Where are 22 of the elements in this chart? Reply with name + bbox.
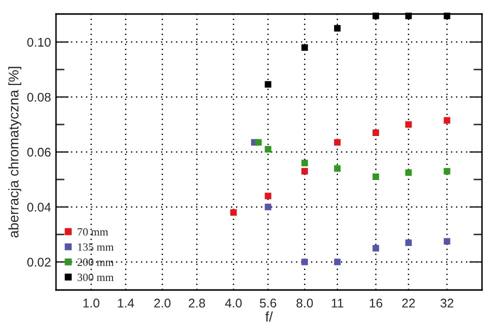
- y-tick-label: 0.10: [27, 38, 51, 47]
- legend-label: 200 mm: [78, 258, 114, 266]
- x-tick-label: 8.0: [296, 298, 313, 308]
- x-tick-label: 32: [440, 298, 454, 308]
- x-tick-label: 11: [332, 298, 344, 308]
- y-tick-label: 0.08: [27, 92, 51, 102]
- y-axis-title: aberracja chromatyczna [%]: [8, 66, 22, 238]
- y-tick-label: 0.04: [27, 202, 51, 212]
- x-tick-label: 5.6: [260, 298, 276, 308]
- x-tick-label: 2.0: [154, 298, 171, 308]
- x-tick-label: 1.0: [83, 298, 100, 308]
- x-axis-title: f/: [265, 311, 273, 322]
- x-tick-label: 1.4: [118, 298, 134, 308]
- x-tick-label: 2.8: [188, 298, 206, 308]
- x-tick-label: 16: [370, 298, 382, 308]
- x-tick-label: 4.0: [225, 298, 242, 308]
- y-tick-label: 0.02: [27, 258, 51, 267]
- legend-label: 135 mm: [78, 243, 114, 251]
- legend-label: 300 mm: [78, 274, 114, 282]
- y-tick-label: 0.06: [27, 148, 51, 157]
- legend-label: 70 mm: [78, 228, 108, 236]
- x-tick-label: 22: [402, 298, 415, 308]
